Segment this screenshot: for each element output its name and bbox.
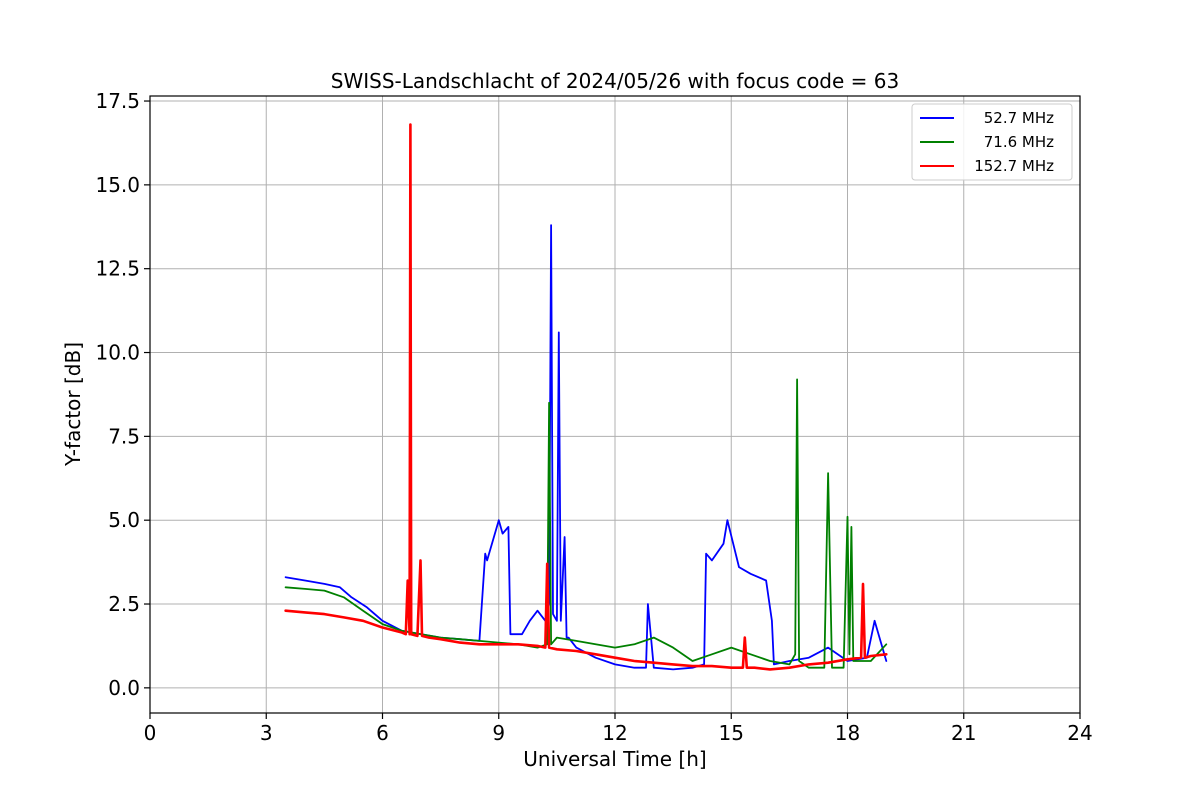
legend: 52.7 MHz 71.6 MHz 152.7 MHz: [911, 103, 1073, 181]
chart-title: SWISS-Landschlacht of 2024/05/26 with fo…: [331, 69, 899, 93]
x-axis-label: Universal Time [h]: [523, 747, 706, 771]
x-tick-label: 18: [835, 721, 860, 745]
y-tick-label: 5.0: [108, 508, 140, 532]
x-tick-label: 24: [1067, 721, 1092, 745]
y-axis-label: Y-factor [dB]: [61, 342, 85, 467]
legend-label-152-7-mhz: 152.7 MHz: [974, 157, 1054, 175]
y-tick-label: 7.5: [108, 424, 140, 448]
y-tick-label: 17.5: [95, 89, 140, 113]
axis-ticks: 0 3 6 9 12 15 18 21 24 0.0 2.5 5.0 7.5 10.0 12.5 15.0 17…: [95, 89, 1092, 745]
x-tick-label: 6: [376, 721, 389, 745]
plot-area: [284, 123, 888, 671]
x-tick-label: 0: [144, 721, 157, 745]
series-line-71-6-mhz: [284, 378, 888, 669]
x-tick-label: 21: [951, 721, 976, 745]
legend-label-71-6-mhz: 71.6 MHz: [984, 133, 1054, 151]
x-tick-label: 12: [602, 721, 627, 745]
y-tick-label: 10.0: [95, 341, 140, 365]
legend-label-52-7-mhz: 52.7 MHz: [984, 109, 1054, 127]
x-tick-label: 3: [260, 721, 273, 745]
x-tick-label: 9: [492, 721, 505, 745]
y-tick-label: 0.0: [108, 676, 140, 700]
x-tick-label: 15: [719, 721, 744, 745]
y-tick-label: 15.0: [95, 173, 140, 197]
series-line-152-7-mhz: [284, 123, 888, 671]
y-tick-label: 2.5: [108, 592, 140, 616]
y-tick-label: 12.5: [95, 257, 140, 281]
legend-box: [911, 103, 1073, 181]
